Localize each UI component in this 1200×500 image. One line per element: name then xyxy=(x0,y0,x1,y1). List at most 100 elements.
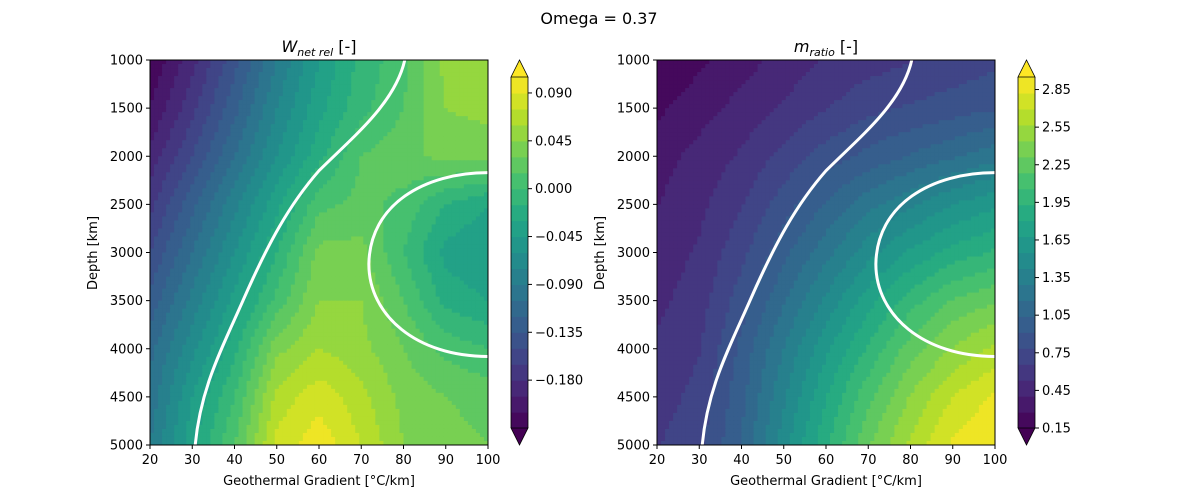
contour-cell xyxy=(391,152,397,157)
contour-cell xyxy=(351,116,356,121)
contour-cell xyxy=(282,120,288,125)
contour-cell xyxy=(419,292,425,298)
contour-cell xyxy=(331,212,336,218)
contour-cell xyxy=(210,260,215,266)
contour-cell xyxy=(238,252,244,258)
contour-cell xyxy=(379,228,384,234)
contour-cell xyxy=(174,280,179,286)
contour-cell xyxy=(234,120,240,125)
contour-cell xyxy=(310,64,316,69)
contour-cell xyxy=(278,276,284,282)
contour-cell xyxy=(166,196,171,201)
contour-cell xyxy=(391,248,397,254)
contour-cell xyxy=(331,240,336,246)
contour-cell xyxy=(178,288,183,294)
contour-cell xyxy=(302,116,308,121)
contour-cell xyxy=(451,200,457,205)
contour-cell xyxy=(435,200,441,205)
contour-cell xyxy=(178,252,183,258)
contour-cell xyxy=(359,188,364,193)
contour-cell xyxy=(475,136,481,141)
contour-cell xyxy=(471,244,477,250)
contour-cell xyxy=(483,120,488,125)
contour-cell xyxy=(174,152,179,157)
contour-cell xyxy=(218,296,224,302)
contour-cell xyxy=(467,156,473,161)
contour-cell xyxy=(222,80,228,85)
contour-cell xyxy=(463,276,469,282)
contour-cell xyxy=(451,140,457,145)
contour-cell xyxy=(246,240,252,246)
contour-cell xyxy=(399,272,405,278)
contour-cell xyxy=(282,204,288,209)
contour-cell xyxy=(439,96,445,101)
contour-cell xyxy=(351,216,356,222)
contour-cell xyxy=(182,92,187,97)
contour-cell xyxy=(298,168,304,173)
contour-cell xyxy=(399,240,405,246)
contour-cell xyxy=(327,176,332,181)
contour-cell xyxy=(170,292,175,298)
contour-cell xyxy=(182,272,187,278)
contour-cell xyxy=(226,240,232,246)
contour-cell xyxy=(218,276,224,282)
contour-cell xyxy=(246,196,252,201)
contour-cell xyxy=(423,168,429,173)
contour-cell xyxy=(166,76,171,81)
contour-cell xyxy=(463,224,469,230)
contour-cell xyxy=(190,208,195,213)
contour-cell xyxy=(206,80,211,85)
contour-cell xyxy=(202,132,207,137)
contour-cell xyxy=(355,272,360,278)
contour-cell xyxy=(343,184,348,189)
contour-cell xyxy=(298,64,304,69)
contour-cell xyxy=(443,104,449,109)
contour-cell xyxy=(158,84,163,89)
contour-cell xyxy=(395,152,401,157)
contour-cell xyxy=(258,252,264,258)
contour-cell xyxy=(419,176,425,181)
contour-cell xyxy=(471,252,477,258)
contour-cell xyxy=(214,148,219,153)
contour-cell xyxy=(250,96,256,101)
contour-cell xyxy=(459,196,465,201)
contour-cell xyxy=(411,236,417,242)
contour-cell xyxy=(411,124,417,129)
contour-cell xyxy=(439,236,445,242)
contour-cell xyxy=(335,164,340,169)
contour-cell xyxy=(431,84,437,89)
contour-cell xyxy=(266,136,272,141)
contour-cell xyxy=(383,184,388,189)
contour-cell xyxy=(210,208,215,213)
contour-cell xyxy=(250,140,256,145)
contour-cell xyxy=(274,144,280,149)
contour-cell xyxy=(170,140,175,145)
contour-cell xyxy=(218,248,224,254)
contour-cell xyxy=(190,100,195,105)
contour-cell xyxy=(391,268,397,274)
contour-cell xyxy=(302,128,308,133)
contour-cell xyxy=(435,204,441,209)
contour-cell xyxy=(427,164,433,169)
contour-cell xyxy=(270,100,276,105)
contour-cell xyxy=(286,228,292,234)
contour-cell xyxy=(455,248,461,254)
contour-cell xyxy=(210,64,215,69)
contour-cell xyxy=(343,64,348,69)
contour-cell xyxy=(302,292,308,298)
contour-cell xyxy=(210,92,215,97)
contour-cell xyxy=(399,76,405,81)
contour-cell xyxy=(230,160,236,165)
contour-cell xyxy=(443,112,449,117)
contour-cell xyxy=(371,80,376,85)
contour-cell xyxy=(347,124,352,129)
contour-cell xyxy=(290,64,296,69)
contour-cell xyxy=(463,80,469,85)
contour-cell xyxy=(471,92,477,97)
contour-cell xyxy=(190,296,195,302)
contour-cell xyxy=(214,184,219,189)
contour-cell xyxy=(459,268,465,274)
contour-cell xyxy=(294,92,300,97)
contour-cell xyxy=(226,116,232,121)
contour-cell xyxy=(226,80,232,85)
